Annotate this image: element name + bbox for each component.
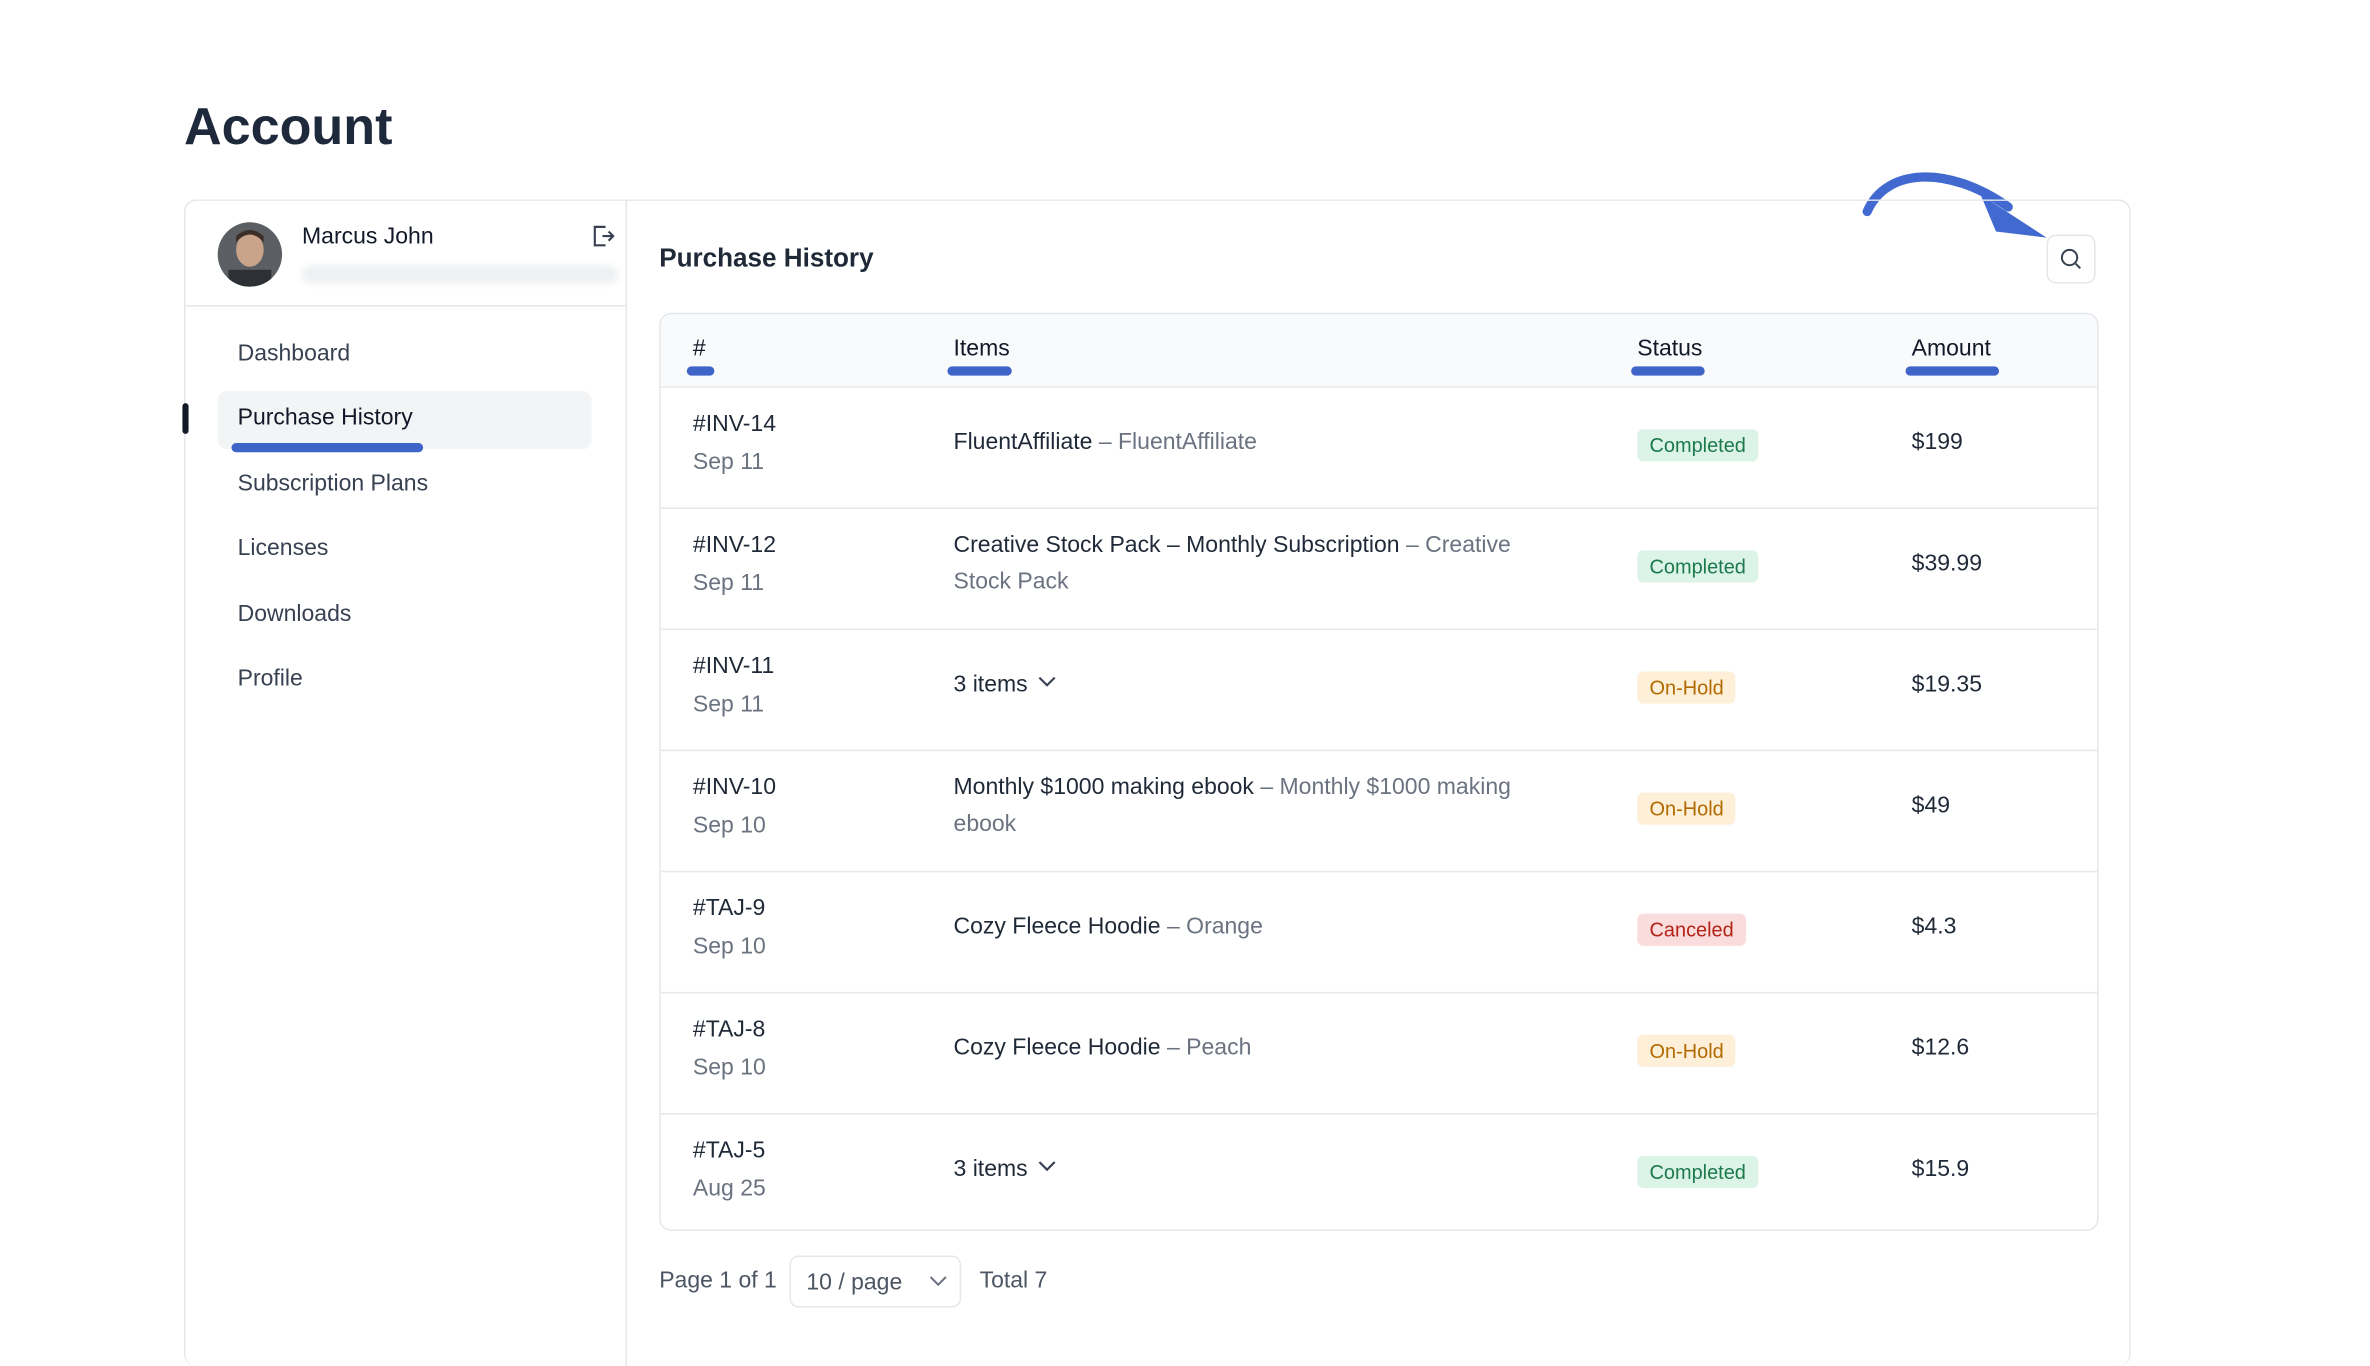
item-cell: 3 items — [954, 667, 1567, 704]
invoice-date: Sep 10 — [692, 933, 766, 960]
nav-item[interactable]: Profile — [237, 665, 303, 692]
annotation-underline — [231, 443, 424, 453]
active-indicator — [182, 403, 189, 434]
table-row: #TAJ-8 Sep 10 Cozy Fleece Hoodie – Peach On… — [660, 991, 2098, 1115]
item-name: Creative Stock Pack – Monthly Subscripti… — [953, 531, 1400, 559]
page-size-select[interactable]: 10 / page — [789, 1255, 962, 1308]
item-name: Monthly $1000 making ebook — [953, 774, 1254, 801]
page: Account Marcus John Dashboard Purchase Hi… — [182, 98, 2131, 1366]
item-name[interactable]: 3 items — [953, 671, 1028, 698]
page-size: 10 / page — [806, 1269, 903, 1296]
chevron — [929, 1276, 947, 1287]
status-badge: On-Hold — [1637, 792, 1737, 825]
item-name: Cozy Fleece Hoodie — [953, 913, 1161, 940]
sidebar: Marcus John Dashboard Purchase History Sub… — [182, 200, 627, 1366]
screen: Account Marcus John Dashboard Purchase Hi… — [182, 98, 2131, 1366]
expand-chevron[interactable] — [1028, 1157, 1059, 1175]
invoice-id: #INV-11 — [692, 653, 775, 680]
annotation-underline — [1631, 366, 1705, 376]
user-name: Marcus John — [302, 223, 434, 250]
account-card: Marcus John Dashboard Purchase History Sub… — [182, 199, 2131, 1366]
amount: $19.35 — [1911, 671, 1983, 698]
invoice-date: Sep 11 — [692, 570, 765, 597]
invoice-date: Sep 10 — [692, 1054, 766, 1081]
item-separator: – — [1253, 774, 1280, 801]
column-header: Amount — [1911, 335, 1991, 362]
item-name: FluentAffiliate — [953, 429, 1093, 456]
active-nav-bg — [217, 390, 592, 450]
invoice-id: #INV-12 — [692, 531, 777, 559]
table-row: #INV-14 Sep 11 FluentAffiliate – FluentAff… — [660, 386, 2098, 509]
amount: $4.3 — [1911, 913, 1957, 940]
table-row: #TAJ-5 Aug 25 3 items Completed $15.9 — [660, 1112, 2098, 1230]
amount: $15.9 — [1911, 1155, 1970, 1182]
invoice-date: Sep 11 — [692, 691, 765, 718]
annotation-underline — [686, 366, 715, 376]
invoice-date: Sep 11 — [692, 449, 765, 476]
item-variant: Monthly $1000 making ebook — [953, 774, 1511, 838]
table-row: #INV-12 Sep 11 Creative Stock Pack – Month… — [660, 507, 2098, 630]
expand-chevron[interactable] — [1028, 673, 1059, 691]
status-badge: Completed — [1637, 1155, 1759, 1189]
table-header — [660, 314, 2098, 387]
item-cell: 3 items — [954, 1151, 1567, 1188]
nav-item[interactable]: Dashboard — [237, 340, 351, 367]
invoice-id: #INV-10 — [692, 774, 777, 801]
item-separator: – — [1160, 913, 1187, 940]
annotation-underline — [947, 366, 1012, 376]
item-separator: – — [1399, 531, 1426, 559]
column-header: Status — [1637, 335, 1703, 362]
item-cell: Monthly $1000 making ebook – Monthly $10… — [954, 770, 1567, 844]
search-button[interactable] — [2046, 234, 2096, 284]
item-variant: Creative Stock Pack — [953, 531, 1511, 595]
purchase-table: # Items Status Amount #INV-14 Sep 11 FluentAff… — [659, 312, 2099, 1231]
item-cell: Creative Stock Pack – Monthly Subscripti… — [954, 527, 1567, 601]
divider — [185, 305, 626, 307]
annotation-underline — [1905, 366, 2000, 376]
invoice-date: Sep 10 — [692, 812, 766, 839]
logout-button[interactable] — [590, 224, 615, 249]
status-badge: Completed — [1637, 550, 1759, 583]
status-badge: Canceled — [1637, 913, 1746, 946]
nav-item[interactable]: Downloads — [237, 600, 352, 627]
column-header: Items — [953, 335, 1010, 362]
item-variant: FluentAffiliate — [1118, 429, 1257, 456]
invoice-date: Aug 25 — [692, 1175, 766, 1202]
arrow — [1862, 172, 2047, 238]
page-title: Account — [183, 98, 393, 157]
amount: $12.6 — [1911, 1034, 1970, 1061]
invoice-id: #TAJ-9 — [692, 895, 766, 922]
table-row: #INV-11 Sep 11 3 items On-Hold $19.35 — [660, 628, 2098, 752]
status-badge: On-Hold — [1637, 1034, 1737, 1067]
item-name: Cozy Fleece Hoodie — [953, 1034, 1161, 1061]
invoice-id: #TAJ-8 — [692, 1016, 766, 1043]
item-separator: – — [1160, 1034, 1187, 1061]
search-icon — [2060, 248, 2081, 269]
table-row: #INV-10 Sep 10 Monthly $1000 making ebook … — [660, 749, 2098, 873]
amount: $49 — [1911, 792, 1951, 819]
column-header: # — [692, 335, 706, 362]
invoice-id: #TAJ-5 — [692, 1137, 766, 1164]
invoice-id: #INV-14 — [692, 410, 777, 437]
item-cell: Cozy Fleece Hoodie – Peach — [954, 1030, 1567, 1067]
status-badge: Completed — [1637, 429, 1759, 462]
section-title: Purchase History — [659, 243, 874, 273]
item-name[interactable]: 3 items — [953, 1155, 1028, 1182]
nav-item[interactable]: Subscription Plans — [237, 470, 429, 497]
status-badge: On-Hold — [1637, 671, 1737, 704]
item-variant: Orange — [1186, 913, 1263, 940]
nav-item[interactable]: Licenses — [237, 535, 329, 562]
amount: $39.99 — [1911, 550, 1983, 577]
user-email-blur — [302, 265, 618, 284]
avatar — [217, 222, 283, 287]
table-row: #TAJ-9 Sep 10 Cozy Fleece Hoodie – Orange C… — [660, 870, 2098, 994]
item-cell: FluentAffiliate – FluentAffiliate — [954, 425, 1567, 462]
page-info: Page 1 of 1 — [659, 1267, 777, 1294]
total: Total 7 — [979, 1267, 1048, 1294]
item-variant: Peach — [1186, 1034, 1252, 1061]
amount: $199 — [1911, 429, 1963, 456]
item-cell: Cozy Fleece Hoodie – Orange — [954, 909, 1567, 946]
item-separator: – — [1092, 429, 1119, 456]
nav-item[interactable]: Purchase History — [237, 405, 413, 432]
